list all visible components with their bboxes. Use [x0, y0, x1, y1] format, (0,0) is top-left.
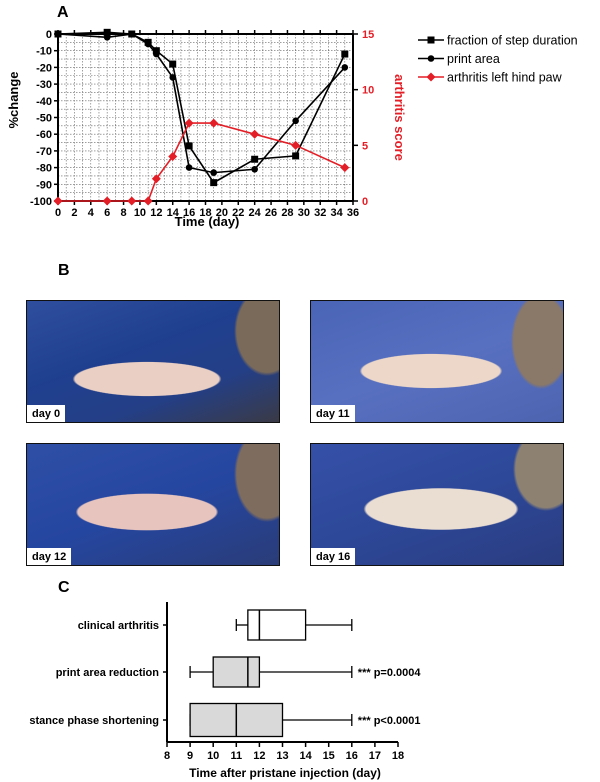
legend-item: print area — [418, 52, 500, 66]
svg-text:13: 13 — [276, 750, 288, 762]
svg-text:-20: -20 — [36, 62, 52, 74]
box-print-area-reduction: print area reduction *** p=0.0004 — [56, 656, 422, 688]
svg-text:36: 36 — [347, 207, 359, 219]
svg-text:-10: -10 — [36, 46, 52, 58]
svg-text:24: 24 — [249, 207, 262, 219]
svg-text:28: 28 — [281, 207, 293, 219]
svg-text:clinical arthritis: clinical arthritis — [78, 620, 159, 632]
y-axis-label: %change — [6, 71, 21, 128]
svg-text:16: 16 — [346, 750, 358, 762]
box-clinical-arthritis: clinical arthritis — [78, 609, 353, 641]
svg-text:9: 9 — [187, 750, 193, 762]
photo-day-11: day 11 — [310, 300, 564, 423]
panel-a-label: A — [57, 4, 69, 21]
svg-text:16: 16 — [183, 207, 195, 219]
svg-text:12: 12 — [253, 750, 265, 762]
photo-day-0: day 0 — [26, 300, 280, 423]
svg-text:fraction of step duration: fraction of step duration — [447, 34, 578, 48]
svg-text:-70: -70 — [36, 146, 52, 158]
svg-text:-80: -80 — [36, 163, 52, 175]
photo-day-12: day 12 — [26, 443, 280, 566]
svg-text:stance phase shortening: stance phase shortening — [29, 715, 159, 727]
series — [53, 28, 350, 206]
photo-caption: day 12 — [27, 548, 72, 565]
svg-text:20: 20 — [216, 207, 228, 219]
svg-text:30: 30 — [298, 207, 310, 219]
svg-text:6: 6 — [104, 207, 110, 219]
svg-text:*** p<0.0001: *** p<0.0001 — [358, 715, 421, 727]
line-chart-a: 0 2 4 6 8 10 12 14 16 18 20 22 24 26 28 30 32 34 360-10-20… — [6, 28, 578, 229]
svg-text:22: 22 — [232, 207, 244, 219]
legend-item: fraction of step duration — [418, 34, 578, 48]
legend-item: arthritis left hind paw — [418, 71, 563, 85]
legend: fraction of step duration print area arthr… — [418, 34, 578, 85]
photo-day-16: day 16 — [310, 443, 564, 566]
svg-text:26: 26 — [265, 207, 277, 219]
panel-b-label: B — [58, 262, 70, 279]
svg-text:-30: -30 — [36, 79, 52, 91]
series-print-area — [54, 30, 349, 176]
svg-text:5: 5 — [362, 140, 368, 152]
svg-text:10: 10 — [207, 750, 219, 762]
svg-text:-40: -40 — [36, 96, 52, 108]
series-fraction-of-step-duration — [54, 28, 349, 187]
x-axis-label: Time (day) — [175, 214, 240, 229]
svg-text:14: 14 — [299, 750, 312, 762]
svg-text:-50: -50 — [36, 113, 52, 125]
svg-text:arthritis left hind paw: arthritis left hind paw — [447, 71, 563, 85]
svg-text:4: 4 — [88, 207, 95, 219]
svg-text:0: 0 — [362, 196, 368, 208]
svg-text:10: 10 — [134, 207, 146, 219]
svg-text:-60: -60 — [36, 129, 52, 141]
svg-text:18: 18 — [392, 750, 404, 762]
svg-text:8: 8 — [164, 750, 170, 762]
photo-caption: day 0 — [27, 405, 66, 422]
svg-text:print area: print area — [447, 52, 500, 66]
svg-text:18: 18 — [199, 207, 211, 219]
svg-text:2: 2 — [71, 207, 77, 219]
photo-caption: day 11 — [311, 405, 355, 422]
svg-text:14: 14 — [167, 207, 180, 219]
svg-text:10: 10 — [362, 85, 374, 97]
y2-axis-label: arthritis score — [392, 74, 407, 161]
panel-c-label: C — [58, 579, 70, 596]
axes: 0 2 4 6 8 10 12 14 16 18 20 22 24 26 28 30 32 34 360-10-20… — [30, 29, 374, 219]
svg-text:32: 32 — [314, 207, 326, 219]
x-axis-label: Time after pristane injection (day) — [189, 766, 381, 780]
svg-text:0: 0 — [46, 29, 52, 41]
photo-caption: day 16 — [311, 548, 356, 565]
svg-text:print area reduction: print area reduction — [56, 667, 160, 679]
box-plot: 8 9 10 11 12 13 14 15 16 17 18 clinical arthritis pr… — [29, 602, 421, 762]
svg-text:34: 34 — [330, 207, 343, 219]
box-stance-phase-shortening: stance phase shortening *** p<0.0001 — [29, 702, 421, 738]
svg-text:17: 17 — [369, 750, 381, 762]
series-arthritis-left-hind-paw — [53, 118, 350, 206]
svg-text:11: 11 — [230, 750, 242, 762]
box-plot-c: 8 9 10 11 12 13 14 15 16 17 18 clinical arthritis pr… — [29, 602, 421, 780]
svg-text:15: 15 — [323, 750, 335, 762]
svg-text:0: 0 — [55, 207, 61, 219]
svg-text:-90: -90 — [36, 179, 52, 191]
svg-text:8: 8 — [120, 207, 126, 219]
grid — [57, 33, 354, 202]
svg-text:-100: -100 — [30, 196, 52, 208]
svg-text:*** p=0.0004: *** p=0.0004 — [358, 667, 422, 679]
svg-text:12: 12 — [150, 207, 162, 219]
svg-text:15: 15 — [362, 29, 374, 41]
